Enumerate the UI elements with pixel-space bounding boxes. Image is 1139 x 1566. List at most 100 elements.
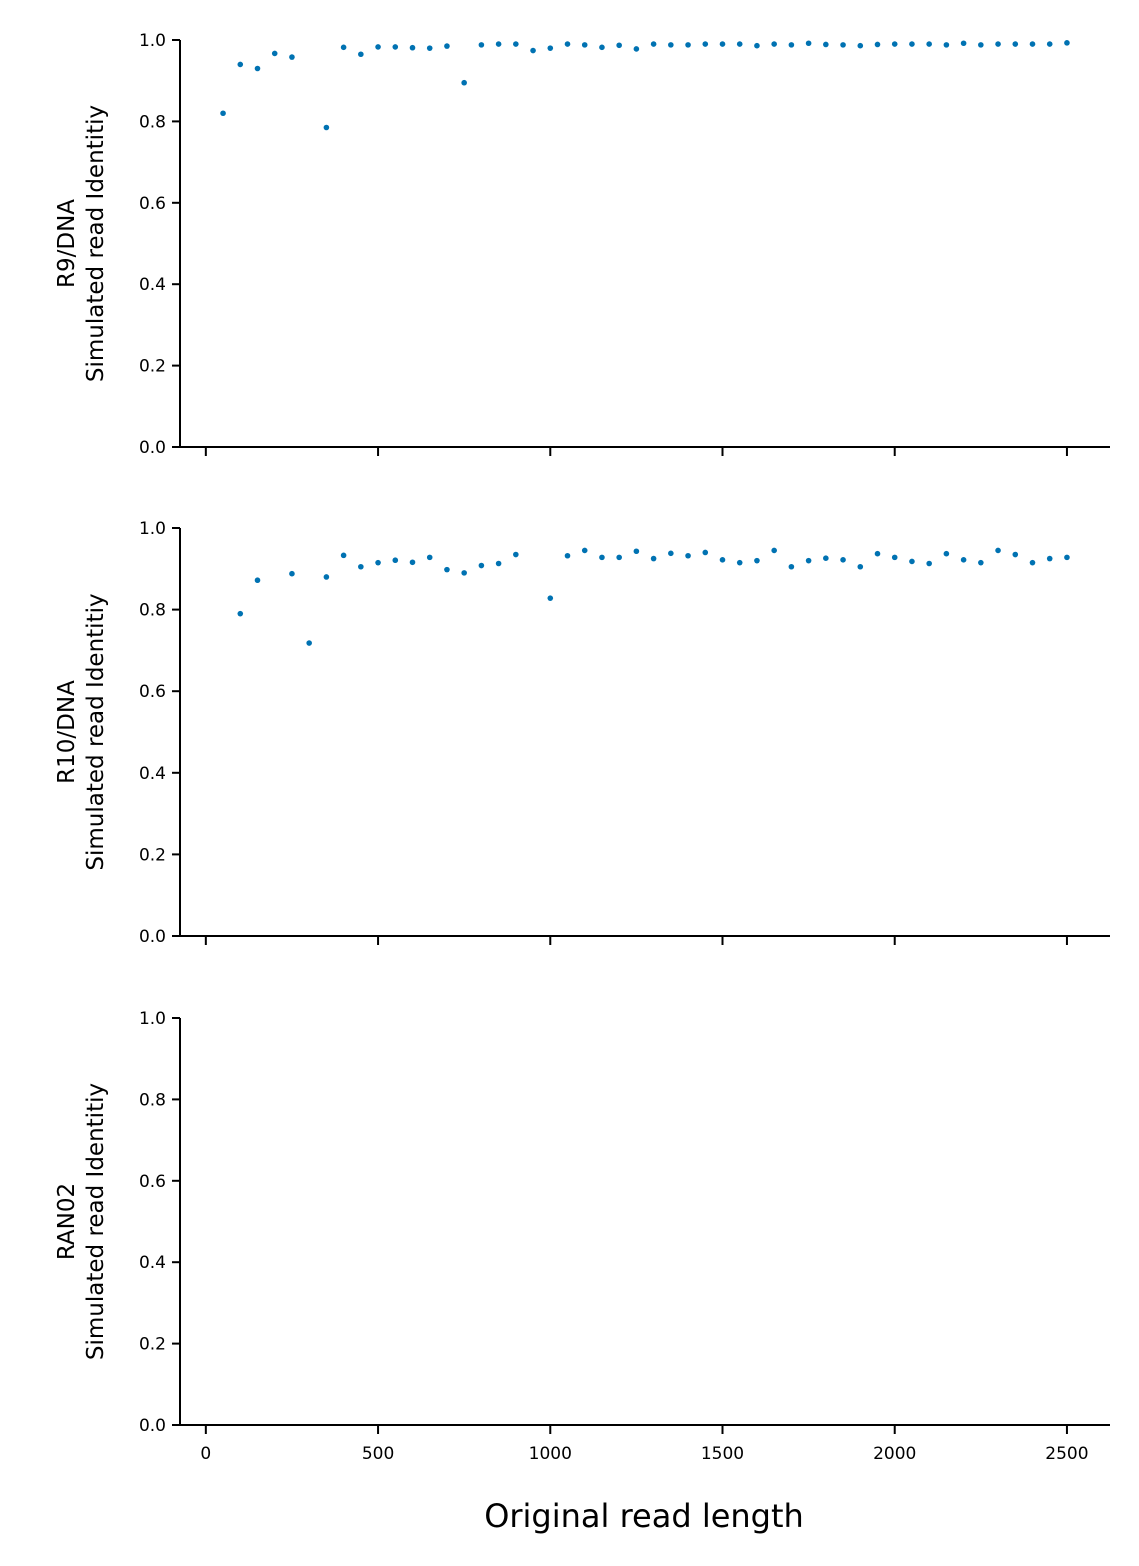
- data-point: [271, 50, 278, 57]
- y-axis-label: R10/DNA Simulated read Identitiy: [54, 593, 109, 870]
- data-point: [323, 574, 330, 580]
- data-point: [788, 563, 795, 570]
- data-point: [1046, 41, 1053, 47]
- data-point: [702, 549, 709, 556]
- y-tick-label: 0.6: [139, 194, 166, 214]
- data-point: [495, 41, 502, 47]
- y-tick-label: 0.6: [139, 1172, 166, 1192]
- data-point: [564, 552, 571, 559]
- data-point: [857, 42, 864, 49]
- data-point: [805, 557, 812, 564]
- data-point: [616, 42, 622, 49]
- data-point: [926, 560, 932, 567]
- y-tick-label: 1.0: [139, 31, 166, 51]
- data-point: [719, 557, 726, 563]
- data-point: [771, 41, 777, 47]
- data-point: [254, 65, 261, 72]
- data-point: [943, 550, 950, 557]
- data-point: [668, 42, 674, 48]
- y-tick-label: 0.8: [139, 1090, 166, 1110]
- y-tick-label: 0.8: [139, 112, 166, 132]
- y-tick-label: 0.0: [139, 438, 166, 458]
- data-point: [840, 557, 846, 563]
- x-tick-label: 1000: [529, 1444, 572, 1464]
- data-point: [685, 42, 691, 48]
- data-point: [409, 44, 416, 51]
- x-tick-label: 2500: [1045, 1444, 1088, 1464]
- panel-ran02: 0.0 0.2 0.4 0.6 0.8 1.0 0 500 1000 1500 2000 2500 RA…: [54, 1009, 1110, 1464]
- data-point: [771, 547, 777, 554]
- y-axis-label-line: Simulated read Identitiy: [83, 593, 109, 870]
- data-point: [633, 46, 640, 52]
- y-tick-label: 1.0: [139, 519, 166, 539]
- data-point: [461, 79, 467, 86]
- data-point: [650, 555, 657, 562]
- data-point: [237, 61, 244, 68]
- data-point: [823, 555, 829, 561]
- data-point: [978, 42, 984, 48]
- data-point: [874, 550, 881, 557]
- data-point: [426, 554, 433, 561]
- data-point: [340, 44, 347, 51]
- data-point: [426, 45, 433, 51]
- data-point: [702, 41, 709, 47]
- data-point: [1046, 555, 1053, 562]
- y-tick-label: 0.4: [139, 764, 166, 784]
- y-tick-label: 0.2: [139, 845, 166, 865]
- data-point: [513, 551, 519, 558]
- panel-r9-dna: 0.0 0.2 0.4 0.6 0.8 1.0 R9/DNA Simulated read I…: [54, 31, 1110, 458]
- data-point: [909, 41, 915, 47]
- data-point: [220, 110, 226, 117]
- data-point: [289, 570, 295, 577]
- data-point: [392, 557, 399, 564]
- panel-r10-dna: 0.0 0.2 0.4 0.6 0.8 1.0 R10/DNA Simulated read …: [54, 519, 1110, 947]
- data-point: [1029, 41, 1036, 47]
- y-axis-label-line: RAN02: [54, 1183, 80, 1260]
- data-point: [237, 610, 244, 617]
- data-point: [857, 563, 864, 570]
- y-axis-label-line: R9/DNA: [54, 199, 80, 288]
- data-point: [823, 41, 829, 48]
- data-point: [1064, 40, 1070, 46]
- data-point: [995, 547, 1001, 554]
- data-point: [478, 562, 485, 569]
- y-tick-label: 0.6: [139, 682, 166, 702]
- data-point: [960, 40, 967, 47]
- y-axis-label-line: R10/DNA: [54, 680, 80, 784]
- data-point: [805, 40, 812, 47]
- data-point: [581, 42, 588, 48]
- data-point: [547, 45, 554, 51]
- y-tick-label: 0.4: [139, 1253, 166, 1273]
- data-point: [461, 570, 467, 576]
- y-tick-label: 0.8: [139, 601, 166, 621]
- data-point: [1012, 551, 1019, 558]
- data-point: [444, 43, 450, 49]
- y-axis-label-line: Simulated read Identitiy: [83, 1083, 109, 1360]
- data-point: [375, 44, 381, 50]
- data-point: [581, 547, 588, 554]
- y-axis-label: RAN02 Simulated read Identitiy: [54, 1083, 109, 1360]
- data-point: [891, 554, 898, 561]
- data-point: [599, 554, 605, 561]
- data-point: [254, 577, 261, 584]
- x-tick-label: 1500: [701, 1444, 744, 1464]
- data-point: [340, 552, 347, 559]
- data-point: [891, 41, 898, 47]
- data-point: [616, 554, 622, 561]
- data-point: [909, 558, 915, 565]
- data-point: [1029, 559, 1036, 566]
- y-tick-label: 0.4: [139, 275, 166, 295]
- data-point: [392, 44, 399, 50]
- data-point: [530, 47, 536, 54]
- data-point: [960, 557, 967, 563]
- data-point: [943, 42, 950, 48]
- data-point: [547, 595, 554, 601]
- data-point: [564, 41, 571, 47]
- data-point: [995, 41, 1001, 47]
- x-axis-label: Original read length: [484, 1497, 804, 1535]
- y-tick-label: 0.0: [139, 927, 166, 947]
- data-point: [633, 548, 640, 555]
- y-axis-label-line: Simulated read Identitiy: [83, 105, 109, 382]
- data-point: [1012, 41, 1019, 47]
